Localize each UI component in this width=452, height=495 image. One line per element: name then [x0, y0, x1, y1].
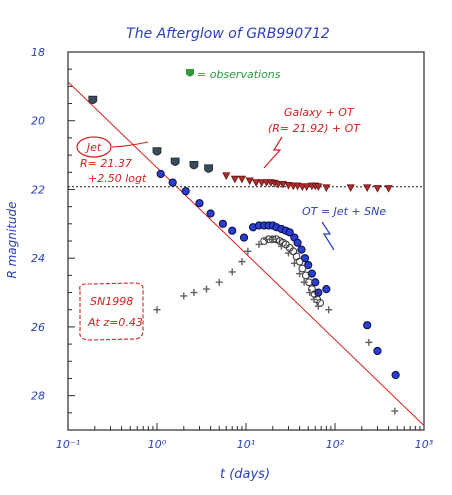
ot-point [181, 187, 190, 196]
jet-fit-line [67, 81, 424, 426]
x-tick-label: 10⁻¹ [56, 438, 80, 451]
sn1998-point [153, 306, 161, 314]
galaxy-ot-point [230, 175, 239, 184]
ot-point [322, 285, 331, 294]
ot-point [311, 278, 320, 287]
sn1998-label: SN1998 [90, 295, 133, 308]
sn1998-point [277, 242, 285, 250]
ot-point [304, 260, 313, 270]
galaxy-ot-point [237, 175, 247, 184]
sn1998-point [215, 278, 223, 286]
ot-point [195, 199, 204, 208]
sn1998-point [203, 285, 211, 293]
jet-label-bubble [76, 136, 112, 158]
ot-point [363, 321, 372, 330]
y-tick-label: 24 [31, 252, 45, 265]
sn1998-point [325, 306, 333, 314]
x-tick-label: 10³ [415, 438, 434, 451]
galaxy-ot-point [252, 179, 261, 187]
galaxy-ot-point [373, 185, 382, 193]
ot-point [391, 370, 400, 380]
jet-arrow [111, 141, 149, 148]
jet-sne-open-point [298, 264, 307, 273]
x-axis-label: t (days) [220, 467, 270, 482]
galaxy-ot-equation: (R= 21.92) + OT [268, 122, 361, 135]
ot-arrow [321, 221, 335, 251]
observation-point [152, 147, 162, 156]
sn1998-point [180, 292, 188, 300]
observation-point [204, 164, 214, 173]
sn1998-point [314, 302, 322, 310]
galaxy-ot-point [278, 180, 288, 189]
ot-point [168, 178, 177, 187]
y-tick-label: 22 [31, 183, 45, 196]
ot-point [373, 346, 382, 356]
data-marks [88, 95, 400, 415]
galaxy-ot-point [363, 184, 372, 192]
observation-point [170, 157, 180, 166]
ot-point [293, 238, 302, 247]
legend-observations-text: = observations [197, 68, 281, 81]
galaxy-ot-label: Galaxy + OT [284, 106, 355, 119]
observation-point [189, 161, 199, 170]
y-axis-label: R magnitude [5, 201, 19, 278]
y-tick-label: 28 [31, 390, 45, 403]
ot-label: OT = Jet + SNe [302, 205, 386, 218]
sn1998-point [310, 295, 318, 303]
sn1998-point [306, 289, 314, 297]
ot-point [228, 226, 237, 235]
ot-point [156, 169, 165, 179]
legend-observation-marker [186, 69, 194, 77]
sn1998-bubble [79, 282, 144, 341]
sn1998-point [255, 240, 263, 248]
galaxy-ot-point [322, 184, 331, 192]
sn1998-point [391, 407, 399, 415]
jet-equation-line2: +2.50 logt [88, 172, 147, 185]
ot-point [285, 228, 294, 237]
y-ticks: 18 20 22 24 26 28 [31, 46, 75, 431]
ot-point [206, 209, 215, 218]
galaxy-ot-point [257, 179, 266, 187]
sn1998-point [228, 268, 236, 276]
jet-label: Jet [85, 141, 102, 154]
y-tick-label: 20 [31, 115, 45, 128]
galaxy-ot-point [346, 184, 355, 192]
sn1998-point [300, 278, 308, 286]
sn1998-point [238, 258, 246, 266]
sn1998-point [263, 235, 271, 243]
jet-equation-line1: R= 21.37 [80, 157, 132, 170]
sn1998-redshift: At z=0.43 [87, 316, 143, 329]
galaxy-ot-point [314, 183, 323, 191]
galaxy-ot-point [222, 172, 231, 180]
x-tick-label: 10² [326, 438, 345, 451]
jet-sne-open-point [295, 257, 304, 266]
galaxy-ot-point [245, 177, 254, 186]
ot-point [307, 269, 316, 278]
ot-point [239, 233, 249, 242]
galaxy-arrow [263, 136, 283, 169]
galaxy-ot-point [302, 183, 311, 191]
sn1998-point [190, 289, 198, 297]
sn1998-point [296, 270, 304, 278]
sn1998-point [244, 247, 252, 255]
observation-point [88, 95, 98, 105]
jet-sne-open-point [301, 271, 310, 280]
ot-point [297, 245, 306, 254]
x-tick-label: 10¹ [237, 438, 255, 451]
sn1998-point [284, 249, 292, 257]
x-tick-label: 10⁰ [148, 438, 167, 451]
sn1998-point [365, 338, 373, 346]
y-tick-label: 26 [31, 321, 45, 334]
sn1998-point [269, 235, 277, 243]
ot-point [218, 219, 227, 228]
x-ticks: 10⁻¹ 10⁰ 10¹ 10² 10³ [56, 423, 434, 451]
jet-sne-open-point [260, 237, 269, 245]
chart-title: The Afterglow of GRB990712 [126, 26, 330, 42]
y-tick-label: 18 [31, 46, 45, 59]
galaxy-ot-point [384, 185, 393, 193]
jet-sne-open-point [292, 252, 301, 261]
sn1998-point [290, 259, 298, 267]
